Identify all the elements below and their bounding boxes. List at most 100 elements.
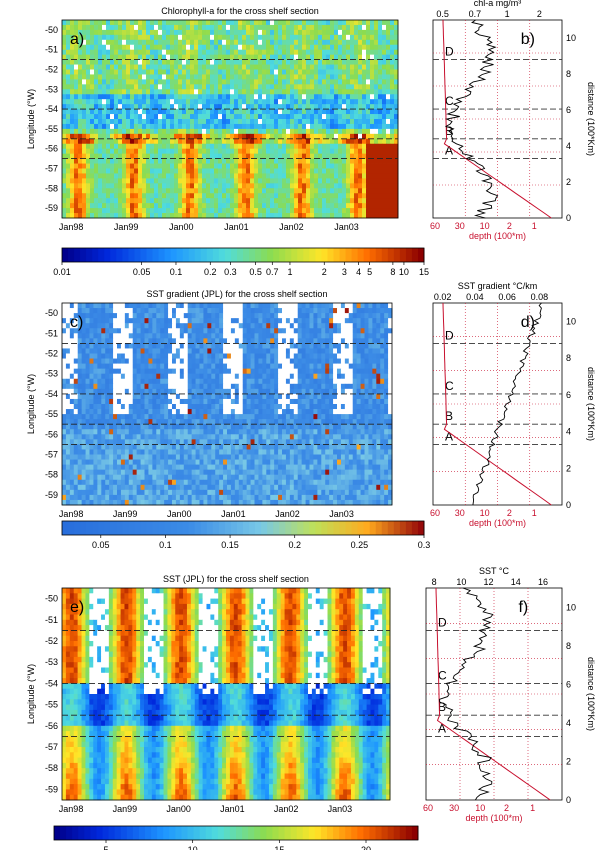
- heatmap-cell: [162, 148, 167, 155]
- heatmap-cell: [66, 143, 71, 150]
- heatmap-cell: [94, 119, 99, 125]
- heatmap-cell: [106, 49, 111, 56]
- heatmap-cell: [262, 383, 267, 390]
- heatmap-cell: [66, 99, 71, 105]
- heatmap-cell: [130, 84, 135, 90]
- heatmap-cell: [226, 79, 231, 85]
- heatmap-cell: [175, 378, 181, 385]
- heatmap-cell: [338, 39, 343, 46]
- heatmap-cell: [66, 158, 71, 164]
- heatmap-cell: [234, 328, 240, 334]
- heatmap-cell: [144, 328, 149, 334]
- heatmap-cell: [70, 203, 75, 209]
- heatmap-cell: [94, 54, 99, 60]
- heatmap-cell: [346, 20, 351, 26]
- heatmap-cell: [86, 104, 91, 110]
- heatmap-cell: [262, 388, 267, 395]
- heatmap-cell: [282, 203, 287, 209]
- heatmap-cell: [182, 29, 187, 36]
- heatmap-cell: [382, 193, 387, 199]
- heatmap-cell: [382, 114, 387, 120]
- heatmap-cell: [170, 74, 175, 80]
- heatmap-cell: [394, 99, 399, 105]
- heatmap-cell: [326, 84, 331, 90]
- heatmap-cell: [206, 34, 211, 41]
- heatmap-cell: [346, 143, 351, 150]
- heatmap-cell: [262, 318, 267, 324]
- heatmap-cell: [372, 363, 377, 370]
- heatmap-cell: [258, 353, 263, 359]
- heatmap-cell: [325, 358, 330, 364]
- heatmap-cell: [110, 138, 115, 145]
- heatmap-cell: [372, 353, 377, 359]
- heatmap-cell: [190, 39, 195, 46]
- heatmap-cell: [309, 378, 314, 385]
- heatmap-cell: [190, 198, 195, 204]
- heatmap-cell: [170, 84, 175, 90]
- heatmap-cell: [293, 363, 299, 370]
- heatmap-cell: [172, 333, 177, 339]
- heatmap-cell: [82, 89, 87, 95]
- heatmap-cell: [346, 99, 351, 105]
- heatmap-cell: [94, 79, 99, 85]
- heatmap-cell: [282, 158, 287, 164]
- heatmap-cell: [374, 114, 379, 120]
- heatmap-cell: [202, 148, 207, 155]
- heatmap-cell: [170, 34, 175, 41]
- heatmap-cell: [258, 208, 263, 214]
- heatmap-cell: [150, 203, 155, 209]
- heatmap-cell: [154, 188, 159, 194]
- heatmap-cell: [242, 123, 247, 130]
- heatmap-cell: [98, 109, 103, 115]
- heatmap-cell: [230, 39, 235, 46]
- heatmap-cell: [378, 84, 383, 90]
- heatmap-cell: [321, 308, 326, 314]
- heatmap-cell: [97, 378, 102, 385]
- heatmap-cell: [298, 24, 303, 31]
- heatmap-cell: [374, 29, 379, 36]
- heatmap-cell: [152, 363, 157, 370]
- heatmap-cell: [109, 383, 114, 390]
- heatmap-cell: [82, 168, 87, 174]
- heatmap-cell: [346, 183, 351, 189]
- heatmap-cell: [372, 338, 377, 344]
- heatmap-cell: [330, 84, 335, 90]
- heatmap-cell: [110, 208, 115, 214]
- heatmap-cell: [191, 313, 196, 319]
- heatmap-cell: [294, 138, 299, 145]
- heatmap-cell: [134, 34, 139, 41]
- heatmap-cell: [238, 123, 243, 130]
- heatmap-cell: [120, 313, 126, 319]
- heatmap-cell: [354, 24, 359, 31]
- heatmap-cell: [114, 163, 119, 169]
- heatmap-cell: [310, 183, 315, 189]
- heatmap-cell: [74, 128, 79, 135]
- heatmap-cell: [258, 74, 263, 80]
- heatmap-cell: [302, 143, 307, 150]
- heatmap-cell: [338, 29, 343, 36]
- heatmap-cell: [130, 39, 135, 46]
- heatmap-cell: [194, 158, 199, 164]
- heatmap-cell: [214, 203, 219, 209]
- heatmap-cell: [97, 323, 102, 329]
- heatmap-cell: [114, 44, 119, 51]
- heatmap-cell: [262, 213, 267, 219]
- heatmap-cell: [350, 138, 355, 145]
- heatmap-cell: [274, 84, 279, 90]
- heatmap-cell: [146, 133, 151, 140]
- heatmap-cell: [282, 343, 287, 349]
- heatmap-cell: [306, 188, 311, 194]
- heatmap-cell: [238, 163, 243, 169]
- heatmap-cell: [203, 338, 208, 344]
- heatmap-cell: [214, 148, 219, 155]
- heatmap-cell: [174, 153, 179, 159]
- heatmap-cell: [302, 54, 307, 60]
- heatmap-cell: [202, 109, 207, 115]
- heatmap-cell: [262, 59, 267, 65]
- heatmap-cell: [178, 69, 183, 75]
- heatmap-cell: [162, 123, 167, 130]
- heatmap-cell: [358, 20, 363, 26]
- heatmap-cell: [270, 203, 275, 209]
- heatmap-cell: [258, 64, 263, 70]
- heatmap-cell: [302, 104, 307, 110]
